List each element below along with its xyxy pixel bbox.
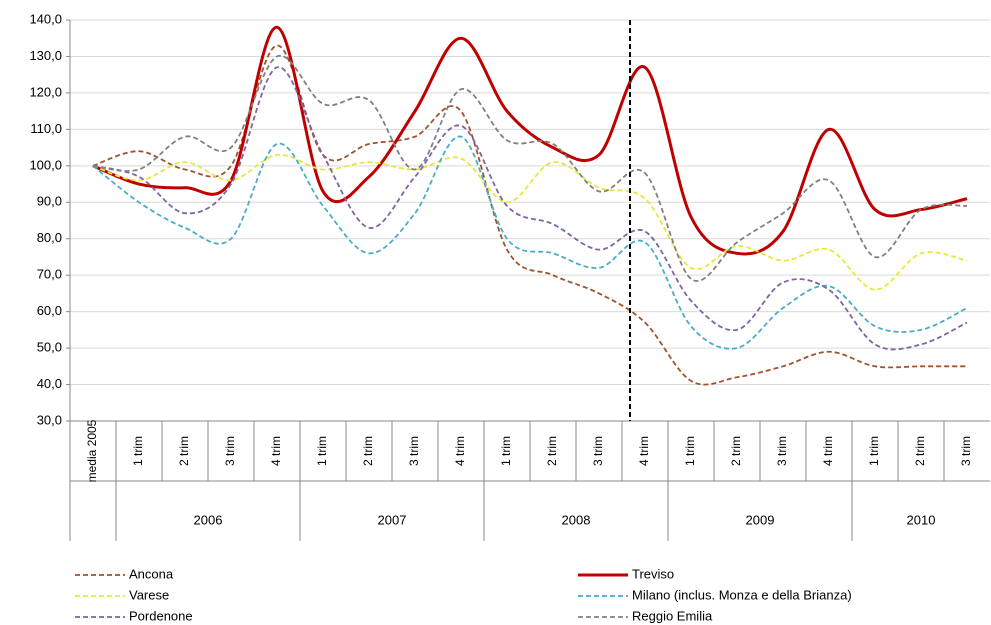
series-line xyxy=(92,66,968,351)
series-line xyxy=(92,44,967,386)
y-tick-label: 130,0 xyxy=(29,48,62,63)
x-tick-label: media 2005 xyxy=(85,419,99,482)
y-tick-label: 50,0 xyxy=(37,340,62,355)
x-tick-label: 3 trim xyxy=(775,436,789,466)
x-tick-label: 4 trim xyxy=(453,436,467,466)
x-group-label: 2006 xyxy=(194,512,223,527)
legend-label: Ancona xyxy=(129,566,174,581)
legend-label: Reggio Emilia xyxy=(632,608,713,623)
legend-label: Varese xyxy=(129,587,169,602)
y-tick-label: 110,0 xyxy=(30,121,62,136)
y-tick-label: 140,0 xyxy=(29,11,62,26)
x-tick-label: 2 trim xyxy=(913,436,927,466)
x-tick-label: 1 trim xyxy=(315,436,329,466)
x-tick-label: 2 trim xyxy=(177,436,191,466)
x-group-label: 2007 xyxy=(378,512,407,527)
y-tick-label: 90,0 xyxy=(37,194,62,209)
y-tick-label: 30,0 xyxy=(37,412,62,427)
x-tick-label: 4 trim xyxy=(269,436,283,466)
legend-label: Milano (inclus. Monza e della Brianza) xyxy=(632,587,852,602)
y-tick-label: 120,0 xyxy=(29,84,62,99)
x-tick-label: 2 trim xyxy=(729,436,743,466)
x-tick-label: 2 trim xyxy=(361,436,375,466)
x-tick-label: 1 trim xyxy=(131,436,145,466)
x-group-label: 2010 xyxy=(907,512,936,527)
x-tick-label: 1 trim xyxy=(499,436,513,466)
series-line xyxy=(92,153,968,291)
y-tick-label: 40,0 xyxy=(37,376,62,391)
x-tick-label: 3 trim xyxy=(407,436,421,466)
x-tick-label: 4 trim xyxy=(637,436,651,466)
legend-label: Pordenone xyxy=(129,608,193,623)
series-line xyxy=(92,135,968,350)
x-tick-label: 3 trim xyxy=(223,436,237,466)
x-group-label: 2008 xyxy=(562,512,591,527)
x-group-label: 2009 xyxy=(746,512,775,527)
series-line xyxy=(92,54,968,282)
x-tick-label: 1 trim xyxy=(867,436,881,466)
x-tick-label: 3 trim xyxy=(591,436,605,466)
legend-label: Treviso xyxy=(632,566,674,581)
x-tick-label: 4 trim xyxy=(821,436,835,466)
x-tick-label: 2 trim xyxy=(545,436,559,466)
series-line xyxy=(92,25,968,256)
x-tick-label: 3 trim xyxy=(959,436,973,466)
x-tick-label: 1 trim xyxy=(683,436,697,466)
y-tick-label: 100,0 xyxy=(29,157,62,172)
y-tick-label: 80,0 xyxy=(37,230,62,245)
y-tick-label: 60,0 xyxy=(37,303,62,318)
y-tick-label: 70,0 xyxy=(37,267,62,282)
